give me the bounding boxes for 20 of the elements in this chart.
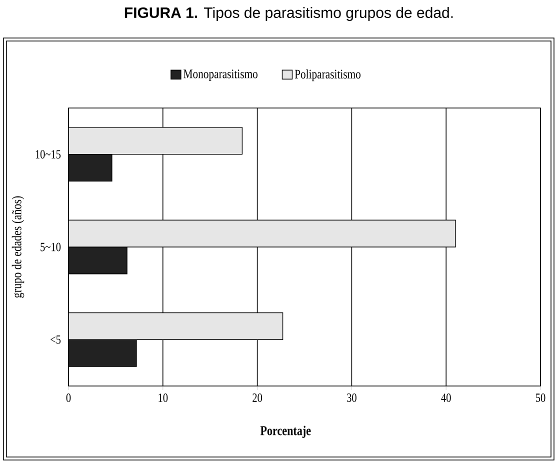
bar <box>68 312 284 340</box>
x-tick-label: 10 <box>158 394 168 402</box>
x-tick-label: 50 <box>536 394 546 402</box>
y-axis-title: grupo de edades (años) <box>12 196 24 298</box>
bar <box>68 220 456 248</box>
x-tick-label: 40 <box>441 394 451 402</box>
legend-label: Monoparasitismo <box>184 70 258 81</box>
x-tick-label: 0 <box>66 394 71 402</box>
bar <box>68 154 112 182</box>
bar <box>68 127 243 155</box>
x-tick-label: 20 <box>252 394 262 402</box>
bar <box>68 339 137 367</box>
x-tick-label: 30 <box>347 394 356 402</box>
x-axis-title: Porcentaje <box>260 426 311 438</box>
chart-title: FIGURA 1. Tipos de parasitismo grupos de edad. <box>124 6 453 21</box>
y-tick-label: 5~10 <box>40 242 61 252</box>
legend-label: Poliparasitismo <box>294 69 361 82</box>
y-tick-label: <5 <box>50 335 61 344</box>
y-tick-label: 10~15 <box>36 150 61 159</box>
bar <box>68 246 128 274</box>
